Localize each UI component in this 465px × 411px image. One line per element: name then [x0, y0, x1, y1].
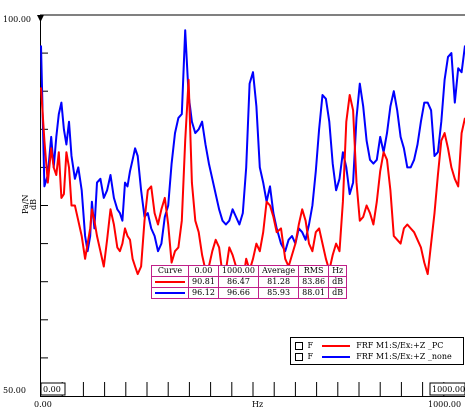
stats-cell: 85.93 — [257, 287, 300, 299]
legend-red-line — [321, 345, 350, 347]
legend: F FRF M1:S/Ex:+Z _PC F FRF M1:S/Ex:+Z _n… — [290, 337, 464, 365]
stats-header-cell: Average — [257, 265, 300, 277]
stats-header-row: Curve 0.00 1000.00 Average RMS Hz — [151, 265, 348, 277]
plot-frame — [40, 14, 465, 397]
cursor-right-readout[interactable]: 1000.00 — [429, 382, 465, 396]
stats-cell: 88.01 — [298, 287, 330, 299]
series-layer — [40, 29, 465, 283]
legend-checkbox[interactable] — [295, 342, 303, 350]
legend-checkbox[interactable] — [295, 353, 303, 361]
y-tick-label-top: 100.00 — [3, 15, 31, 24]
stats-table: Curve 0.00 1000.00 Average RMS Hz 90.81 … — [151, 265, 348, 299]
stats-cell: 90.81 — [188, 276, 219, 288]
x-axis-ticks — [61, 382, 445, 396]
stats-unit-cell: dB — [328, 287, 348, 299]
stats-row-red: 90.81 86.47 81.28 83.86 dB — [151, 276, 348, 288]
stats-cell: 96.12 — [188, 287, 219, 299]
y-tick-label-bottom: 50.00 — [3, 386, 26, 395]
legend-blue-line — [321, 356, 350, 358]
series-line-none — [40, 29, 465, 253]
y-axis-title: Pa/N — [21, 195, 30, 215]
left-cursor-marker[interactable] — [37, 15, 44, 22]
stats-header-cell: RMS — [298, 265, 330, 277]
stats-header-cell: 1000.00 — [217, 265, 260, 277]
y-axis-unit: dB — [29, 199, 38, 210]
x-axis-title: Hz — [252, 400, 263, 409]
x-tick-label-start: 0.00 — [34, 400, 52, 409]
x-tick-label-end: 1000.00 — [428, 400, 461, 409]
legend-label: FRF M1:S/Ex:+Z _PC — [356, 341, 444, 350]
stats-unit-cell: dB — [328, 276, 348, 288]
stats-header-cell: 0.00 — [188, 265, 219, 277]
red-curve-swatch — [155, 281, 185, 283]
legend-entry-pc[interactable]: F FRF M1:S/Ex:+Z _PC — [295, 340, 443, 351]
stats-row-blue: 96.12 96.66 85.93 88.01 dB — [151, 287, 348, 299]
series-line-pc — [40, 78, 465, 283]
legend-label: FRF M1:S/Ex:+Z _none — [356, 352, 452, 361]
stats-cell: 96.66 — [217, 287, 260, 299]
stats-swatch-cell — [151, 276, 189, 288]
legend-flag: F — [307, 341, 314, 350]
stats-cell: 86.47 — [217, 276, 260, 288]
cursor-left-readout[interactable]: 0.00 — [40, 382, 66, 396]
stats-header-cell: Curve — [151, 265, 189, 277]
stats-swatch-cell — [151, 287, 189, 299]
stats-cell: 83.86 — [298, 276, 330, 288]
legend-flag: F — [307, 352, 314, 361]
cursor-left-value: 0.00 — [43, 385, 61, 394]
blue-curve-swatch — [155, 292, 185, 294]
stats-header-cell: Hz — [328, 265, 348, 277]
cursor-right-value: 1000.00 — [432, 385, 465, 394]
legend-entry-none[interactable]: F FRF M1:S/Ex:+Z _none — [295, 351, 452, 362]
stats-cell: 81.28 — [257, 276, 300, 288]
